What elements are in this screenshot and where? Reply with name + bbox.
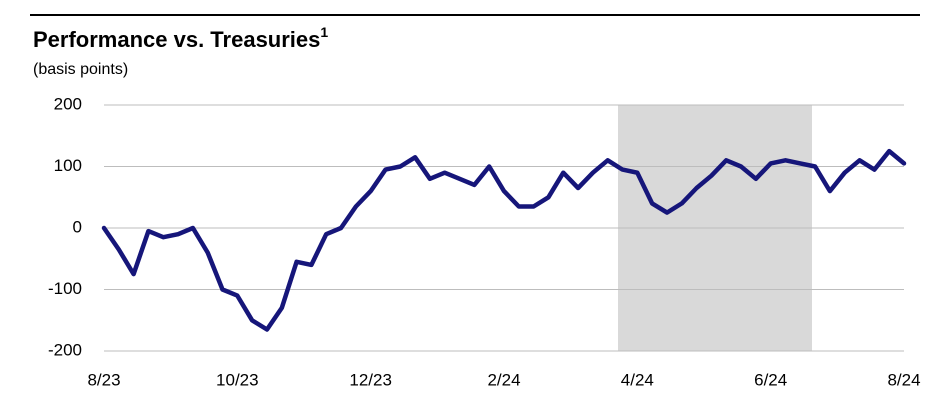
x-tick-label: 6/24 [754, 370, 787, 389]
x-tick-label: 8/24 [887, 370, 920, 389]
x-tick-label: 4/24 [621, 370, 654, 389]
y-tick-label: 100 [54, 156, 82, 175]
title-footnote: 1 [320, 24, 328, 40]
data-line [101, 148, 907, 332]
x-tick-label: 12/23 [349, 370, 392, 389]
x-tick-label: 8/23 [87, 370, 120, 389]
y-tick-label: 200 [54, 94, 82, 113]
chart-title: Performance vs. Treasuries1 [33, 24, 328, 52]
y-tick-label: -100 [48, 279, 82, 298]
y-tick-label: 0 [73, 217, 82, 236]
x-tick-label: 10/23 [216, 370, 259, 389]
title-text: Performance vs. Treasuries [33, 27, 320, 52]
y-tick-label: -200 [48, 340, 82, 359]
chart-subtitle: (basis points) [33, 61, 128, 78]
x-tick-label: 2/24 [487, 370, 520, 389]
